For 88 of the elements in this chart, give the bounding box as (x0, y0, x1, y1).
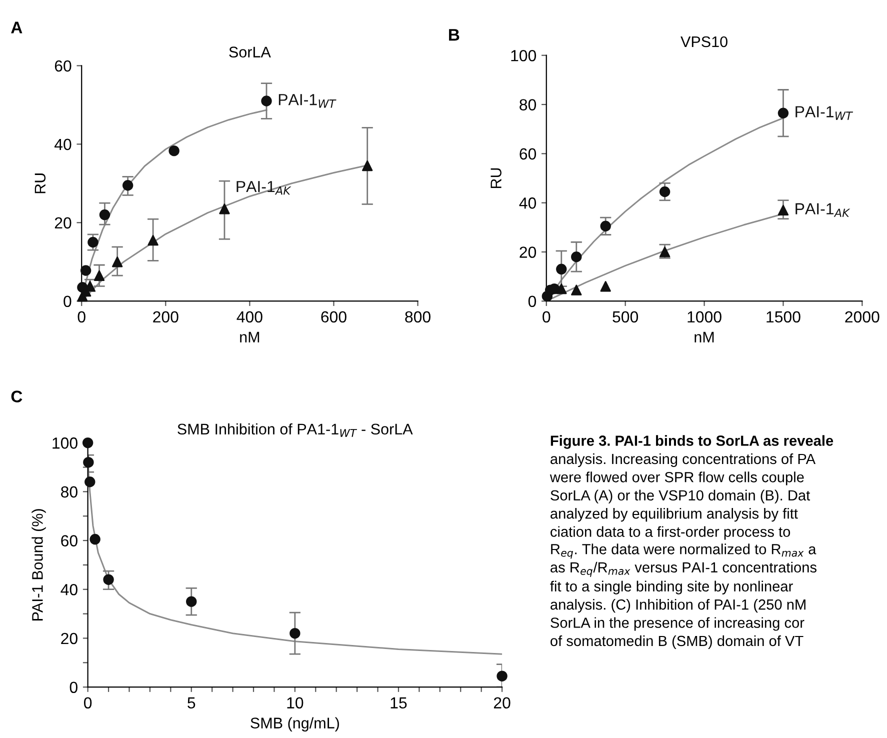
x-tick-label: 600 (321, 311, 346, 323)
point (83, 456, 94, 468)
point (556, 264, 567, 275)
point (82, 437, 94, 448)
x-tick-label: 1000 (688, 311, 722, 323)
point (112, 256, 123, 268)
x-tick-label: 0 (542, 311, 550, 323)
point (94, 270, 105, 281)
x-tick-label: 400 (236, 311, 262, 323)
y-axis-title: RU (34, 174, 46, 194)
text: of somatomedin B (SMB) domain of VT (550, 635, 804, 649)
series-label: PAI-1$_{AK}$ (796, 203, 850, 217)
text: analysis. Increasing concentrations of PA (550, 453, 816, 467)
point (778, 204, 789, 216)
y-axis-title: RU (490, 168, 502, 188)
x-tick-label: 0 (78, 311, 86, 323)
point (778, 108, 789, 118)
x-tick-label: 1500 (766, 311, 800, 323)
point (148, 234, 158, 246)
point (84, 476, 96, 488)
text: R$_{eq}$. The data were normalized to R$_{max}$ a (551, 544, 816, 559)
point (600, 220, 611, 232)
chart-title: SMB Inhibition of PA1-1$_{WT}$ - SorLA (178, 423, 413, 437)
point (168, 145, 180, 156)
text: C (11, 390, 22, 402)
y-tick-label: 60 (520, 148, 536, 160)
x-axis-title: SMB (ng/mL) (250, 717, 339, 732)
x-axis-title: nM (240, 332, 260, 342)
text: SorLA (A) or the VSP10 domain (B). Dat (550, 490, 810, 504)
x-tick-label: 10 (287, 697, 304, 709)
y-axis-title: PAI-1 Bound (%) (32, 509, 46, 620)
x-tick-label: 15 (390, 697, 407, 709)
point (659, 186, 670, 198)
chart-title: SorLA (229, 46, 271, 58)
y-tick-label: 80 (61, 486, 78, 498)
point (103, 574, 114, 585)
x-tick-label: 500 (612, 311, 638, 323)
text: analyzed by equilibrium analysis by fitt (550, 508, 798, 522)
y-tick-label: 40 (54, 138, 72, 150)
series-label: PAI-1$_{AK}$ (236, 181, 292, 195)
y-tick-label: 20 (61, 632, 78, 644)
text: fit to a single binding site by nonlinear (550, 580, 793, 594)
y-tick-label: 40 (60, 584, 78, 596)
x-axis-title: nM (694, 332, 714, 342)
y-tick-label: 100 (52, 437, 78, 449)
text: as R$_{eq}$/R$_{max}$ versus PAI-1 concentrations (550, 562, 816, 577)
y-tick-label: 100 (511, 50, 536, 62)
text: B (449, 29, 460, 41)
y-tick-label: 40 (519, 197, 536, 209)
caption: Figure 3. PAI-1 binds to SorLA as reveale (550, 435, 834, 449)
x-tick-label: 5 (188, 697, 196, 709)
y-tick-label: 0 (70, 682, 78, 694)
text: A (11, 22, 22, 34)
point (80, 265, 92, 276)
series-label: PAI-1$_{WT}$ (278, 94, 336, 108)
point (186, 596, 197, 607)
x-tick-label: 200 (153, 311, 178, 323)
y-tick-label: 20 (520, 246, 536, 258)
text: analysis. (C) Inhibition of PAI-1 (250 nM (550, 599, 806, 613)
x-tick-label: 0 (84, 697, 92, 709)
text: SorLA in the presence of increasing cor (550, 617, 804, 631)
y-tick-label: 0 (528, 296, 536, 308)
point (90, 534, 100, 545)
point (600, 281, 611, 292)
text: ciation data to a first-order process to (550, 526, 790, 540)
y-tick-label: 0 (64, 296, 72, 308)
x-tick-label: 800 (405, 311, 430, 323)
point (122, 180, 134, 191)
point (261, 96, 272, 106)
y-tick-label: 20 (54, 217, 72, 229)
point (99, 209, 110, 220)
point (571, 252, 582, 262)
series-label: PAI-1$_{WT}$ (796, 106, 854, 120)
text: were flowed over SPR flow cells couple (550, 472, 804, 486)
point (219, 204, 230, 214)
point (496, 670, 508, 682)
chart-title: VPS10 (680, 36, 728, 48)
y-tick-label: 80 (520, 99, 536, 110)
point (556, 283, 567, 294)
point (571, 284, 582, 296)
y-tick-label: 60 (54, 60, 72, 72)
point (659, 246, 670, 258)
point (88, 236, 98, 248)
x-tick-label: 20 (494, 697, 510, 709)
point (290, 628, 300, 639)
y-tick-label: 60 (61, 535, 78, 546)
point (362, 160, 373, 172)
x-tick-label: 2000 (845, 311, 880, 323)
